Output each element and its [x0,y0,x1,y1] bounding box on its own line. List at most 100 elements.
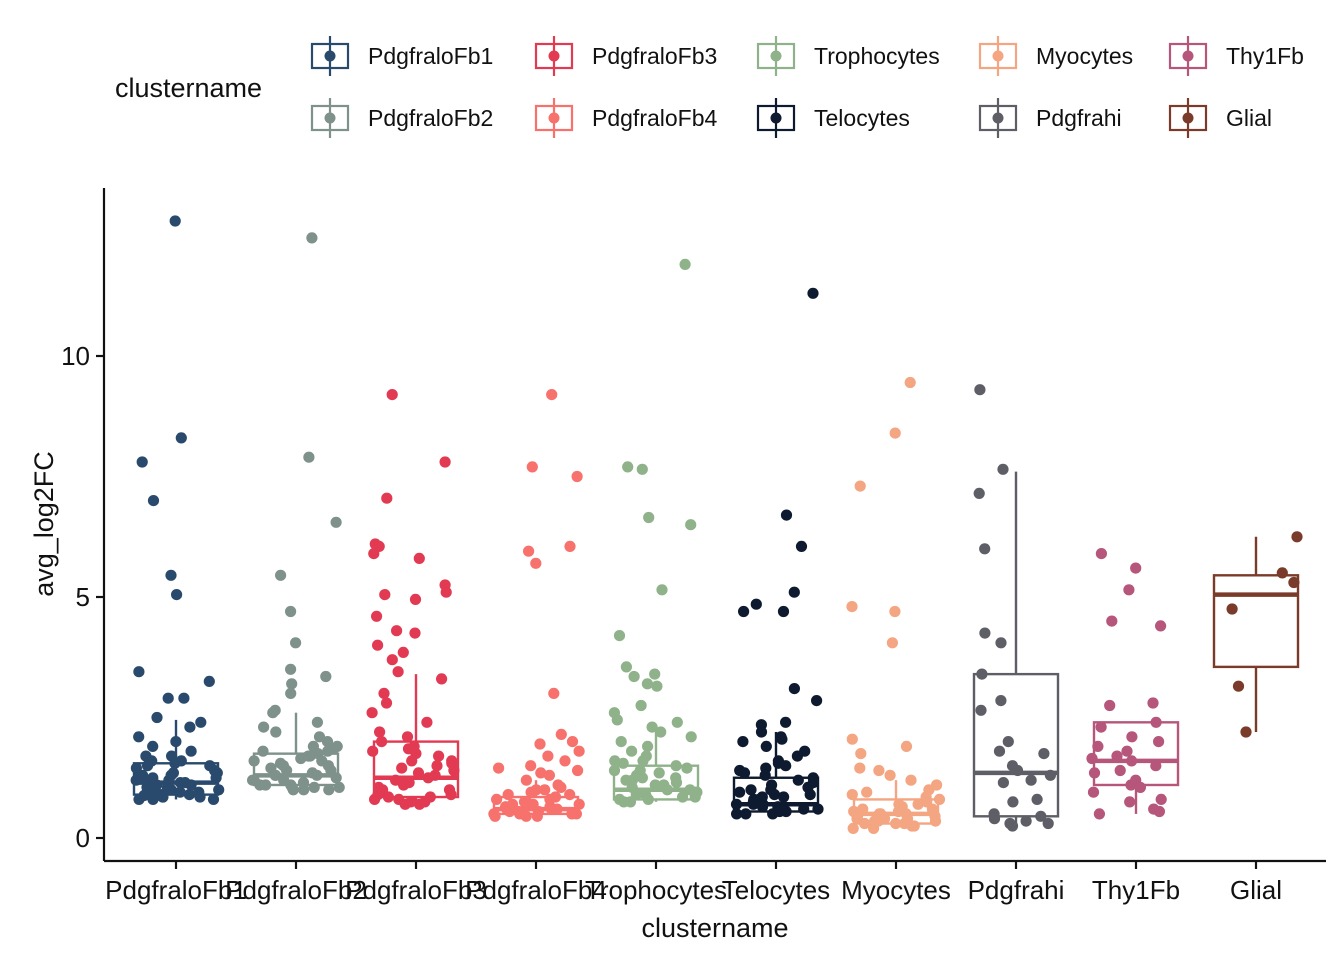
point-trophocytes [691,786,703,798]
legend-label: Glial [1226,105,1272,131]
point-pdgfralofb4 [539,784,551,796]
point-pdgfralofb4 [555,728,567,741]
point-thy1fb [1150,760,1162,772]
point-pdgfralofb4 [502,789,514,801]
point-trophocytes [681,762,693,774]
point-pdgfralofb3 [431,760,443,772]
point-pdgfralofb2 [330,516,342,528]
point-trophocytes [685,731,697,743]
point-pdgfrahi [974,384,986,396]
point-pdgfralofb1 [213,784,225,796]
point-pdgfralofb3 [377,784,389,796]
point-pdgfralofb1 [178,692,190,704]
point-pdgfralofb1 [179,777,191,789]
point-pdgfralofb3 [396,762,408,774]
point-trophocytes [670,760,682,772]
point-telocytes [776,733,788,745]
legend-label: Myocytes [1036,43,1133,69]
point-pdgfrahi [975,704,987,716]
point-thy1fb [1134,781,1146,794]
point-pdgfralofb4 [506,798,519,810]
legend-label: PdgfraloFb2 [368,105,493,131]
legend-label: Pdgfrahi [1036,105,1122,131]
legend-label: PdgfraloFb4 [592,105,718,131]
point-pdgfralofb3 [412,767,425,779]
point-glial [1240,726,1252,738]
point-pdgfralofb1 [165,569,177,581]
point-pdgfrahi [1042,817,1054,830]
point-myocytes [905,774,917,786]
point-telocytes [745,784,757,796]
point-pdgfralofb1 [195,716,207,728]
point-trophocytes [656,584,668,596]
point-pdgfralofb1 [147,772,159,784]
legend-key-dot [770,112,782,124]
x-tick-label-pdgfralofb3: PdgfraloFb3 [345,875,487,905]
point-pdgfralofb1 [167,767,179,779]
point-pdgfralofb2 [260,779,272,791]
point-pdgfralofb3 [433,750,445,762]
point-pdgfrahi [1038,748,1050,760]
point-pdgfrahi [1031,793,1043,806]
point-thy1fb [1087,786,1100,798]
point-trophocytes [622,461,634,473]
point-trophocytes [617,757,629,769]
y-tick-label: 5 [76,582,90,612]
point-pdgfralofb4 [572,764,584,777]
point-pdgfralofb2 [307,740,319,753]
point-trophocytes [679,258,691,270]
point-pdgfralofb4 [566,808,578,820]
point-telocytes [788,683,801,695]
point-pdgfralofb2 [269,769,281,781]
point-thy1fb [1093,808,1105,820]
point-pdgfralofb2 [304,750,316,762]
point-trophocytes [620,661,633,673]
point-pdgfralofb3 [391,625,403,637]
point-myocytes [846,733,858,745]
point-pdgfralofb4 [525,760,537,772]
point-pdgfralofb2 [257,745,269,757]
point-pdgfralofb3 [399,798,411,810]
point-pdgfralofb3 [366,707,378,719]
x-tick-label-pdgfralofb2: PdgfraloFb2 [225,875,367,905]
point-myocytes [857,803,869,815]
point-thy1fb [1130,562,1142,574]
point-pdgfralofb4 [535,767,547,779]
point-telocytes [740,808,752,820]
point-pdgfralofb3 [397,646,409,659]
point-myocytes [846,601,858,613]
point-myocytes [890,817,902,830]
point-pdgfralofb4 [564,789,576,801]
legend-key-dot [324,50,336,62]
point-telocytes [811,695,823,707]
point-pdgfralofb4 [555,781,567,794]
point-pdgfralofb1 [175,432,187,444]
point-thy1fb [1155,793,1167,806]
point-myocytes [851,813,863,825]
point-pdgfralofb2 [287,784,299,796]
point-pdgfralofb3 [372,639,384,651]
point-pdgfralofb3 [378,687,390,700]
point-pdgfralofb2 [295,752,307,765]
point-myocytes [892,805,905,818]
point-pdgfralofb4 [546,389,558,401]
point-pdgfralofb2 [270,726,282,738]
point-pdgfralofb2 [323,784,335,796]
point-myocytes [873,764,885,777]
point-thy1fb [1088,767,1101,779]
point-myocytes [855,748,867,760]
point-telocytes [780,760,792,772]
point-trophocytes [637,755,649,767]
point-pdgfralofb2 [285,687,297,700]
point-pdgfralofb3 [376,736,388,748]
point-thy1fb [1095,548,1107,560]
point-thy1fb [1147,697,1159,709]
point-pdgfralofb1 [169,215,181,227]
point-pdgfralofb4 [530,557,542,569]
point-thy1fb [1086,752,1098,765]
y-tick-label: 0 [76,823,90,853]
point-pdgfralofb3 [409,593,422,606]
legend-key-dot [324,112,336,124]
point-trophocytes [641,678,654,690]
